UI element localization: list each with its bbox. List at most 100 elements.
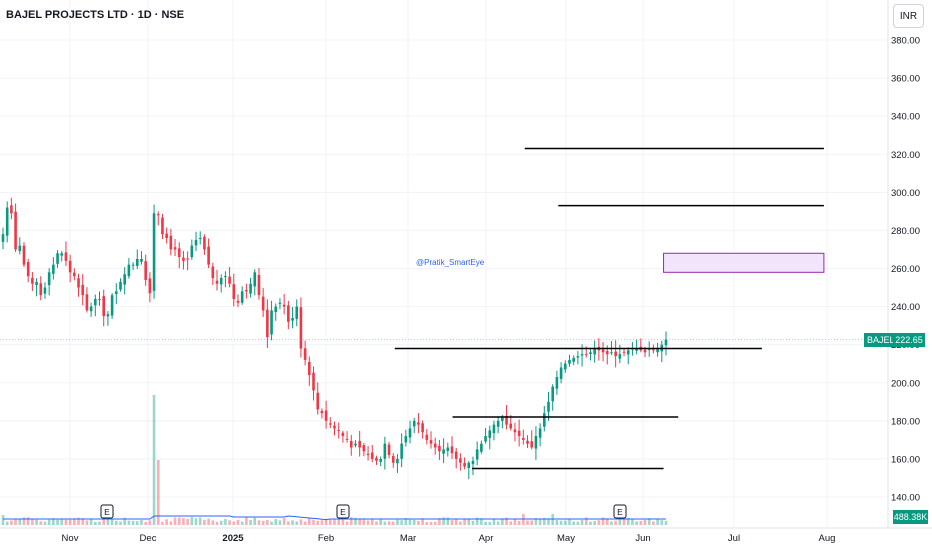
candle-body [228, 276, 231, 284]
chart-title[interactable]: BAJEL PROJECTS LTD · 1D · NSE [6, 9, 185, 21]
candle-body [135, 258, 139, 266]
candle-body [123, 274, 126, 285]
candle-body [94, 298, 97, 306]
candle-body [169, 235, 173, 250]
y-tick-label: 380.00 [891, 36, 920, 47]
volume-bar [266, 520, 269, 525]
candle-body [475, 449, 479, 460]
volume-bar [324, 519, 328, 525]
candle-body [73, 272, 76, 277]
volume-bar [18, 519, 22, 525]
volume-bar [14, 519, 17, 525]
volume-bar [652, 521, 655, 525]
earnings-marker: E [336, 504, 350, 519]
volume-bar [543, 517, 546, 525]
candle-body [375, 457, 378, 461]
earnings-marker: E [100, 504, 114, 519]
volume-bar [194, 518, 198, 525]
candle-body [299, 307, 303, 349]
volume-bar [291, 520, 294, 525]
y-tick-label: 240.00 [891, 302, 920, 313]
volume-bar [211, 520, 215, 525]
volume-bar [429, 521, 433, 525]
volume-bar [261, 520, 265, 525]
volume-bar [639, 520, 643, 525]
volume-bar [438, 518, 441, 525]
volume-bar [379, 519, 382, 525]
x-tick-label: May [557, 533, 575, 544]
candle-body [492, 424, 496, 434]
candle-body [316, 392, 320, 410]
author-watermark: @Pratik_SmartEye [416, 258, 485, 267]
volume-bar [1, 515, 5, 525]
volume-bar [509, 521, 513, 525]
volume-bar [287, 521, 290, 525]
candle-body [580, 354, 584, 356]
volume-bar [454, 519, 458, 525]
volume-bar [559, 520, 563, 525]
y-tick-label: 360.00 [891, 74, 920, 85]
volume-bar [131, 520, 135, 525]
candle-body [152, 213, 156, 291]
volume-bar [412, 519, 416, 525]
volume-bar [106, 517, 110, 525]
volume-bar [467, 518, 471, 525]
candle-body [547, 401, 550, 412]
x-tick-label: Jul [728, 533, 740, 544]
candle-body [442, 449, 445, 454]
candle-body [68, 260, 72, 273]
candle-body [282, 304, 286, 307]
volume-bar [610, 521, 613, 525]
candle-body [396, 458, 399, 464]
candle-body [106, 314, 110, 317]
candle-body [31, 277, 34, 284]
volume-bar [358, 519, 361, 525]
candle-body [198, 238, 202, 240]
candle-body [438, 445, 441, 452]
candle-body [593, 348, 596, 355]
candle-body [337, 430, 340, 432]
volume-bar [396, 519, 399, 525]
candle-body [219, 278, 223, 285]
candle-body [341, 432, 345, 437]
last-price-badge: 222.65 [893, 333, 925, 347]
volume-bar [484, 521, 487, 525]
y-tick-label: 260.00 [891, 264, 920, 275]
volume-bar [614, 520, 617, 525]
candle-body [517, 430, 521, 437]
volume-bar [312, 519, 315, 525]
candle-body [257, 274, 261, 296]
y-tick-label: 300.00 [891, 188, 920, 199]
volume-bar [114, 520, 118, 525]
candle-body [324, 410, 328, 421]
volume-bar [391, 521, 395, 525]
candle-body [60, 253, 64, 256]
candle-body [39, 283, 43, 296]
candle-body [186, 258, 189, 260]
volume-bar [47, 519, 51, 525]
volume-bar [182, 518, 185, 525]
volume-bar [568, 518, 571, 525]
currency-button[interactable]: INR [893, 4, 924, 28]
volume-bar [576, 521, 580, 525]
candle-body [551, 386, 555, 402]
svg-text:E: E [340, 507, 346, 517]
volume-bar [278, 520, 282, 525]
volume-bar [165, 519, 168, 525]
volume-bar [253, 517, 257, 525]
volume-badge: 488.38K [893, 510, 928, 524]
candles [1, 197, 668, 480]
candle-body [559, 367, 563, 380]
candle-body [287, 305, 290, 322]
volume-bar [5, 521, 9, 525]
volume-bar [563, 520, 567, 525]
volume-bar [589, 521, 592, 525]
candle-body [496, 420, 500, 427]
volume-bar [425, 521, 429, 525]
volume-bar [35, 519, 38, 525]
volume-bar [622, 518, 626, 525]
candle-body [379, 458, 382, 462]
volume-bar [73, 518, 76, 525]
volume-bar [526, 520, 529, 525]
